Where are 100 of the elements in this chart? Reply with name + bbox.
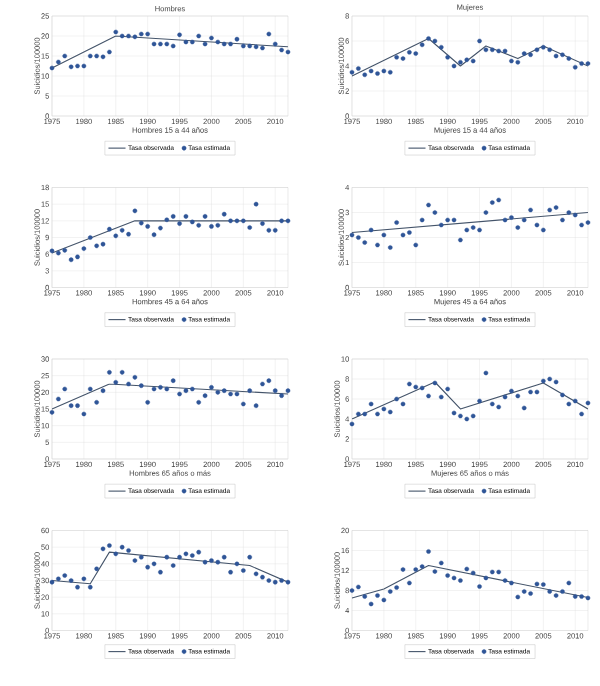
point: [68, 64, 74, 70]
point: [413, 242, 419, 248]
point: [221, 211, 227, 217]
point: [470, 58, 476, 64]
point: [464, 57, 470, 63]
point: [572, 212, 578, 218]
point: [266, 31, 272, 37]
point: [81, 411, 87, 417]
point: [368, 227, 374, 233]
point: [234, 36, 240, 42]
point: [266, 227, 272, 233]
point: [464, 416, 470, 422]
point: [49, 65, 55, 71]
point: [438, 394, 444, 400]
point: [215, 222, 221, 228]
point: [132, 208, 138, 214]
point: [285, 49, 291, 55]
point: [215, 39, 221, 45]
point: [419, 385, 425, 391]
point: [349, 232, 355, 238]
point: [438, 222, 444, 228]
point: [234, 561, 240, 567]
point: [234, 218, 240, 224]
point: [247, 43, 253, 49]
point: [87, 53, 93, 59]
point: [572, 398, 578, 404]
point: [81, 63, 87, 69]
point: [368, 68, 374, 74]
point: [62, 53, 68, 59]
point: [566, 401, 572, 407]
line-series: [351, 564, 588, 599]
line-series: [351, 381, 588, 420]
point: [438, 560, 444, 566]
point: [349, 421, 355, 427]
point: [164, 386, 170, 392]
point: [100, 241, 106, 247]
point: [119, 33, 125, 39]
point: [49, 248, 55, 254]
point: [483, 575, 489, 581]
point: [451, 63, 457, 69]
point: [87, 386, 93, 392]
point: [515, 59, 521, 65]
point: [138, 554, 144, 560]
point: [464, 227, 470, 233]
point: [202, 559, 208, 565]
point: [221, 41, 227, 47]
point: [515, 393, 521, 399]
point: [349, 69, 355, 75]
point: [119, 544, 125, 550]
point: [253, 571, 259, 577]
point: [451, 410, 457, 416]
point: [138, 220, 144, 226]
point: [183, 551, 189, 557]
point: [553, 379, 559, 385]
point: [132, 34, 138, 40]
point: [483, 47, 489, 53]
point: [515, 594, 521, 600]
point: [451, 575, 457, 581]
line-series: [351, 37, 588, 77]
point: [534, 581, 540, 587]
point: [49, 579, 55, 585]
point: [368, 401, 374, 407]
point: [400, 232, 406, 238]
point: [215, 559, 221, 565]
point: [419, 42, 425, 48]
point: [170, 43, 176, 49]
point: [534, 47, 540, 53]
point: [502, 48, 508, 54]
point: [585, 400, 591, 406]
point: [483, 370, 489, 376]
point: [381, 232, 387, 238]
point: [566, 580, 572, 586]
point: [151, 232, 157, 238]
point: [419, 217, 425, 223]
point: [534, 389, 540, 395]
point: [272, 227, 278, 233]
point: [432, 38, 438, 44]
point: [438, 44, 444, 50]
point: [164, 41, 170, 47]
point: [62, 386, 68, 392]
point: [572, 64, 578, 70]
point: [113, 29, 119, 35]
point: [272, 41, 278, 47]
point: [113, 233, 119, 239]
point: [183, 39, 189, 45]
point: [502, 217, 508, 223]
point: [521, 217, 527, 223]
point: [151, 386, 157, 392]
point: [202, 41, 208, 47]
point: [368, 601, 374, 607]
point: [387, 69, 393, 75]
point: [87, 584, 93, 590]
point: [272, 579, 278, 585]
point: [381, 68, 387, 74]
point: [470, 570, 476, 576]
point: [113, 551, 119, 557]
point: [413, 384, 419, 390]
point: [381, 597, 387, 603]
point: [247, 554, 253, 560]
point: [362, 411, 368, 417]
